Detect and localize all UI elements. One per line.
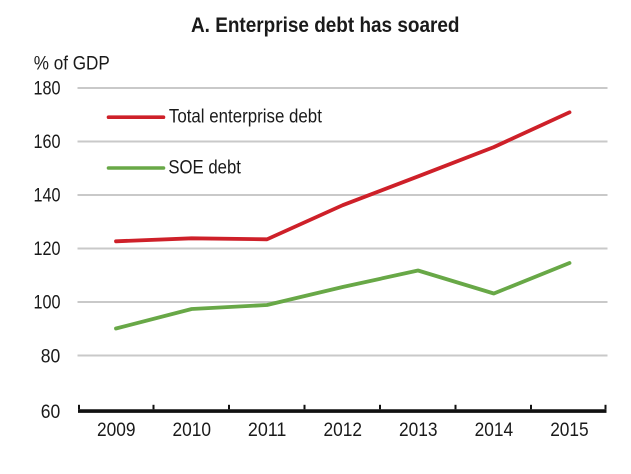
- svg-text:2010: 2010: [173, 420, 212, 441]
- svg-text:% of GDP: % of GDP: [34, 54, 110, 75]
- svg-text:2013: 2013: [399, 420, 438, 441]
- svg-text:180: 180: [34, 79, 61, 100]
- svg-text:120: 120: [34, 239, 61, 260]
- svg-text:2012: 2012: [324, 420, 363, 441]
- svg-text:80: 80: [41, 347, 61, 368]
- svg-text:2011: 2011: [248, 420, 287, 441]
- svg-text:2009: 2009: [97, 420, 136, 441]
- svg-text:Total enterprise debt: Total enterprise debt: [169, 107, 323, 128]
- svg-text:2015: 2015: [550, 420, 589, 441]
- svg-text:2014: 2014: [475, 420, 514, 441]
- svg-text:100: 100: [34, 293, 61, 314]
- svg-text:60: 60: [41, 402, 61, 423]
- svg-text:140: 140: [34, 186, 61, 207]
- svg-text:160: 160: [34, 132, 61, 153]
- svg-text:A. Enterprise debt has soared: A. Enterprise debt has soared: [191, 14, 460, 37]
- svg-text:SOE debt: SOE debt: [168, 157, 241, 178]
